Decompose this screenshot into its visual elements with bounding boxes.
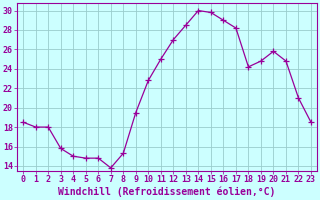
X-axis label: Windchill (Refroidissement éolien,°C): Windchill (Refroidissement éolien,°C) xyxy=(58,187,276,197)
